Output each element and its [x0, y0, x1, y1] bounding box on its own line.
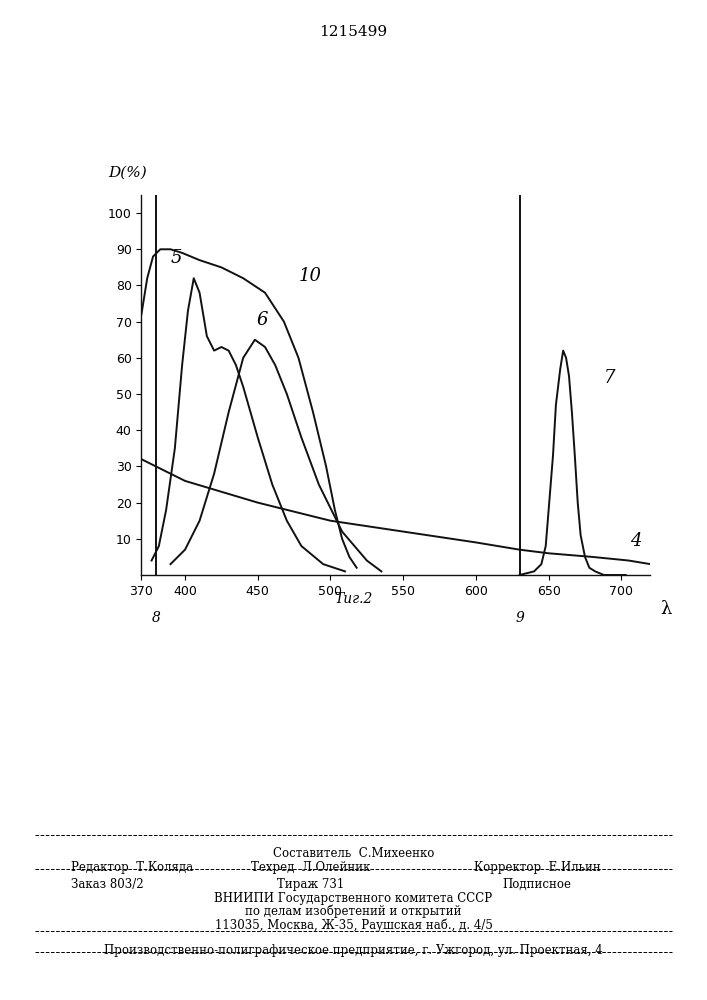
Text: Тираж 731: Тираж 731 [277, 878, 345, 891]
Text: 5: 5 [170, 249, 182, 267]
Text: λ: λ [660, 600, 672, 618]
Text: Редактор  Т.Коляда: Редактор Т.Коляда [71, 861, 193, 874]
Text: D(%): D(%) [108, 166, 147, 180]
Text: 10: 10 [298, 267, 322, 285]
Text: Корректор  Е.Ильин: Корректор Е.Ильин [474, 861, 601, 874]
Text: 8: 8 [151, 611, 160, 625]
Text: 113035, Москва, Ж-35, Раушская наб., д. 4/5: 113035, Москва, Ж-35, Раушская наб., д. … [214, 918, 493, 932]
Text: Подписное: Подписное [503, 878, 572, 891]
Text: Τиг.2: Τиг.2 [334, 592, 373, 606]
Text: Техред  Л.Олейник: Техред Л.Олейник [252, 861, 370, 874]
Text: 7: 7 [604, 369, 616, 387]
Text: ВНИИПИ Государственного комитета СССР: ВНИИПИ Государственного комитета СССР [214, 892, 493, 905]
Text: Производственно-полиграфическое предприятие, г. Ужгород, ул. Проектная, 4: Производственно-полиграфическое предприя… [104, 944, 603, 957]
Text: Заказ 803/2: Заказ 803/2 [71, 878, 144, 891]
Text: 1215499: 1215499 [320, 25, 387, 39]
Text: по делам изобретений и открытий: по делам изобретений и открытий [245, 905, 462, 918]
Text: 4: 4 [630, 532, 642, 550]
Text: Составитель  С.Михеенко: Составитель С.Михеенко [273, 847, 434, 860]
Text: 9: 9 [515, 611, 524, 625]
Text: 6: 6 [257, 311, 268, 329]
